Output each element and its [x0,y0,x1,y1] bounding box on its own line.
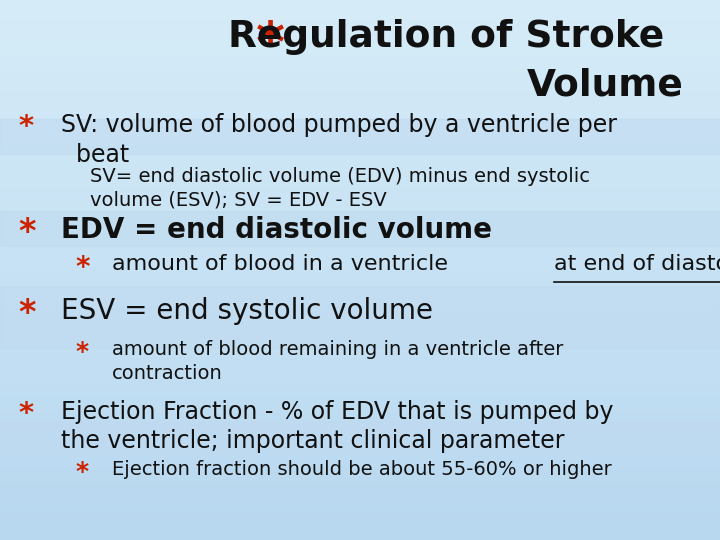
Text: SV= end diastolic volume (EDV) minus end systolic
volume (ESV); SV = EDV - ESV: SV= end diastolic volume (EDV) minus end… [90,167,590,210]
Text: *: * [256,19,284,73]
Text: *: * [18,400,33,428]
Bar [0,211,720,246]
Text: Ejection Fraction - % of EDV that is pumped by
the ventricle; important clinical: Ejection Fraction - % of EDV that is pum… [61,400,613,453]
Text: ESV = end systolic volume: ESV = end systolic volume [61,297,433,325]
Text: amount of blood in a ventricle: amount of blood in a ventricle [112,254,455,274]
Text: *: * [18,216,35,249]
Bar [0,119,720,154]
Text: Regulation of Stroke: Regulation of Stroke [228,19,665,55]
Text: *: * [18,297,35,330]
Text: *: * [76,340,89,364]
Text: amount of blood remaining in a ventricle after
contraction: amount of blood remaining in a ventricle… [112,340,563,383]
Text: Volume: Volume [526,68,683,104]
Text: *: * [18,113,33,141]
Text: Ejection fraction should be about 55-60% or higher: Ejection fraction should be about 55-60%… [112,460,611,479]
Bar [0,421,720,456]
Text: at end of diastole: at end of diastole [554,254,720,274]
Text: *: * [76,254,90,282]
Text: EDV = end diastolic volume: EDV = end diastolic volume [61,216,492,244]
Bar [0,286,720,348]
Text: SV: volume of blood pumped by a ventricle per
  beat: SV: volume of blood pumped by a ventricl… [61,113,617,167]
Text: *: * [76,460,89,484]
